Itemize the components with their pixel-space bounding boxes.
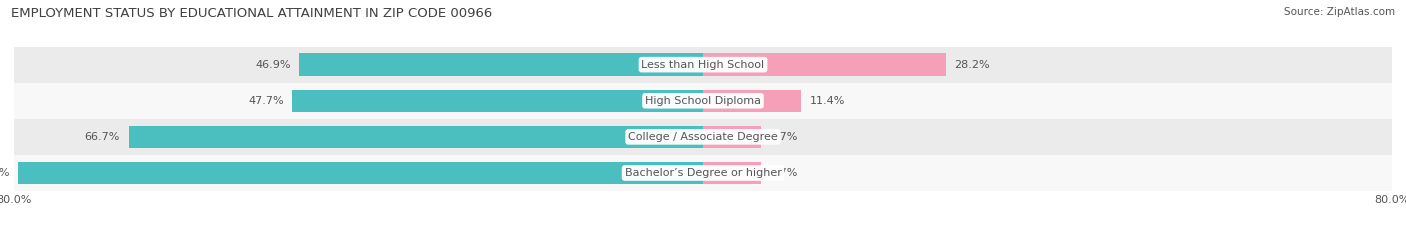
Bar [703,53,946,76]
Bar [18,162,703,184]
Text: 46.9%: 46.9% [254,60,291,70]
Text: 6.7%: 6.7% [769,168,797,178]
Text: 47.7%: 47.7% [247,96,284,106]
Text: Less than High School: Less than High School [641,60,765,70]
Text: EMPLOYMENT STATUS BY EDUCATIONAL ATTAINMENT IN ZIP CODE 00966: EMPLOYMENT STATUS BY EDUCATIONAL ATTAINM… [11,7,492,20]
Text: College / Associate Degree: College / Associate Degree [628,132,778,142]
Text: 79.5%: 79.5% [0,168,10,178]
Bar [703,89,801,112]
Bar [703,126,761,148]
Bar [14,47,1392,83]
Bar [703,162,761,184]
Text: 66.7%: 66.7% [84,132,120,142]
Text: Bachelor’s Degree or higher: Bachelor’s Degree or higher [624,168,782,178]
Text: 28.2%: 28.2% [955,60,990,70]
Bar [292,89,703,112]
Text: High School Diploma: High School Diploma [645,96,761,106]
Bar [14,83,1392,119]
Bar [128,126,703,148]
Text: Source: ZipAtlas.com: Source: ZipAtlas.com [1284,7,1395,17]
Bar [14,119,1392,155]
Bar [14,155,1392,191]
Text: 6.7%: 6.7% [769,132,797,142]
Text: 11.4%: 11.4% [810,96,845,106]
Bar [299,53,703,76]
